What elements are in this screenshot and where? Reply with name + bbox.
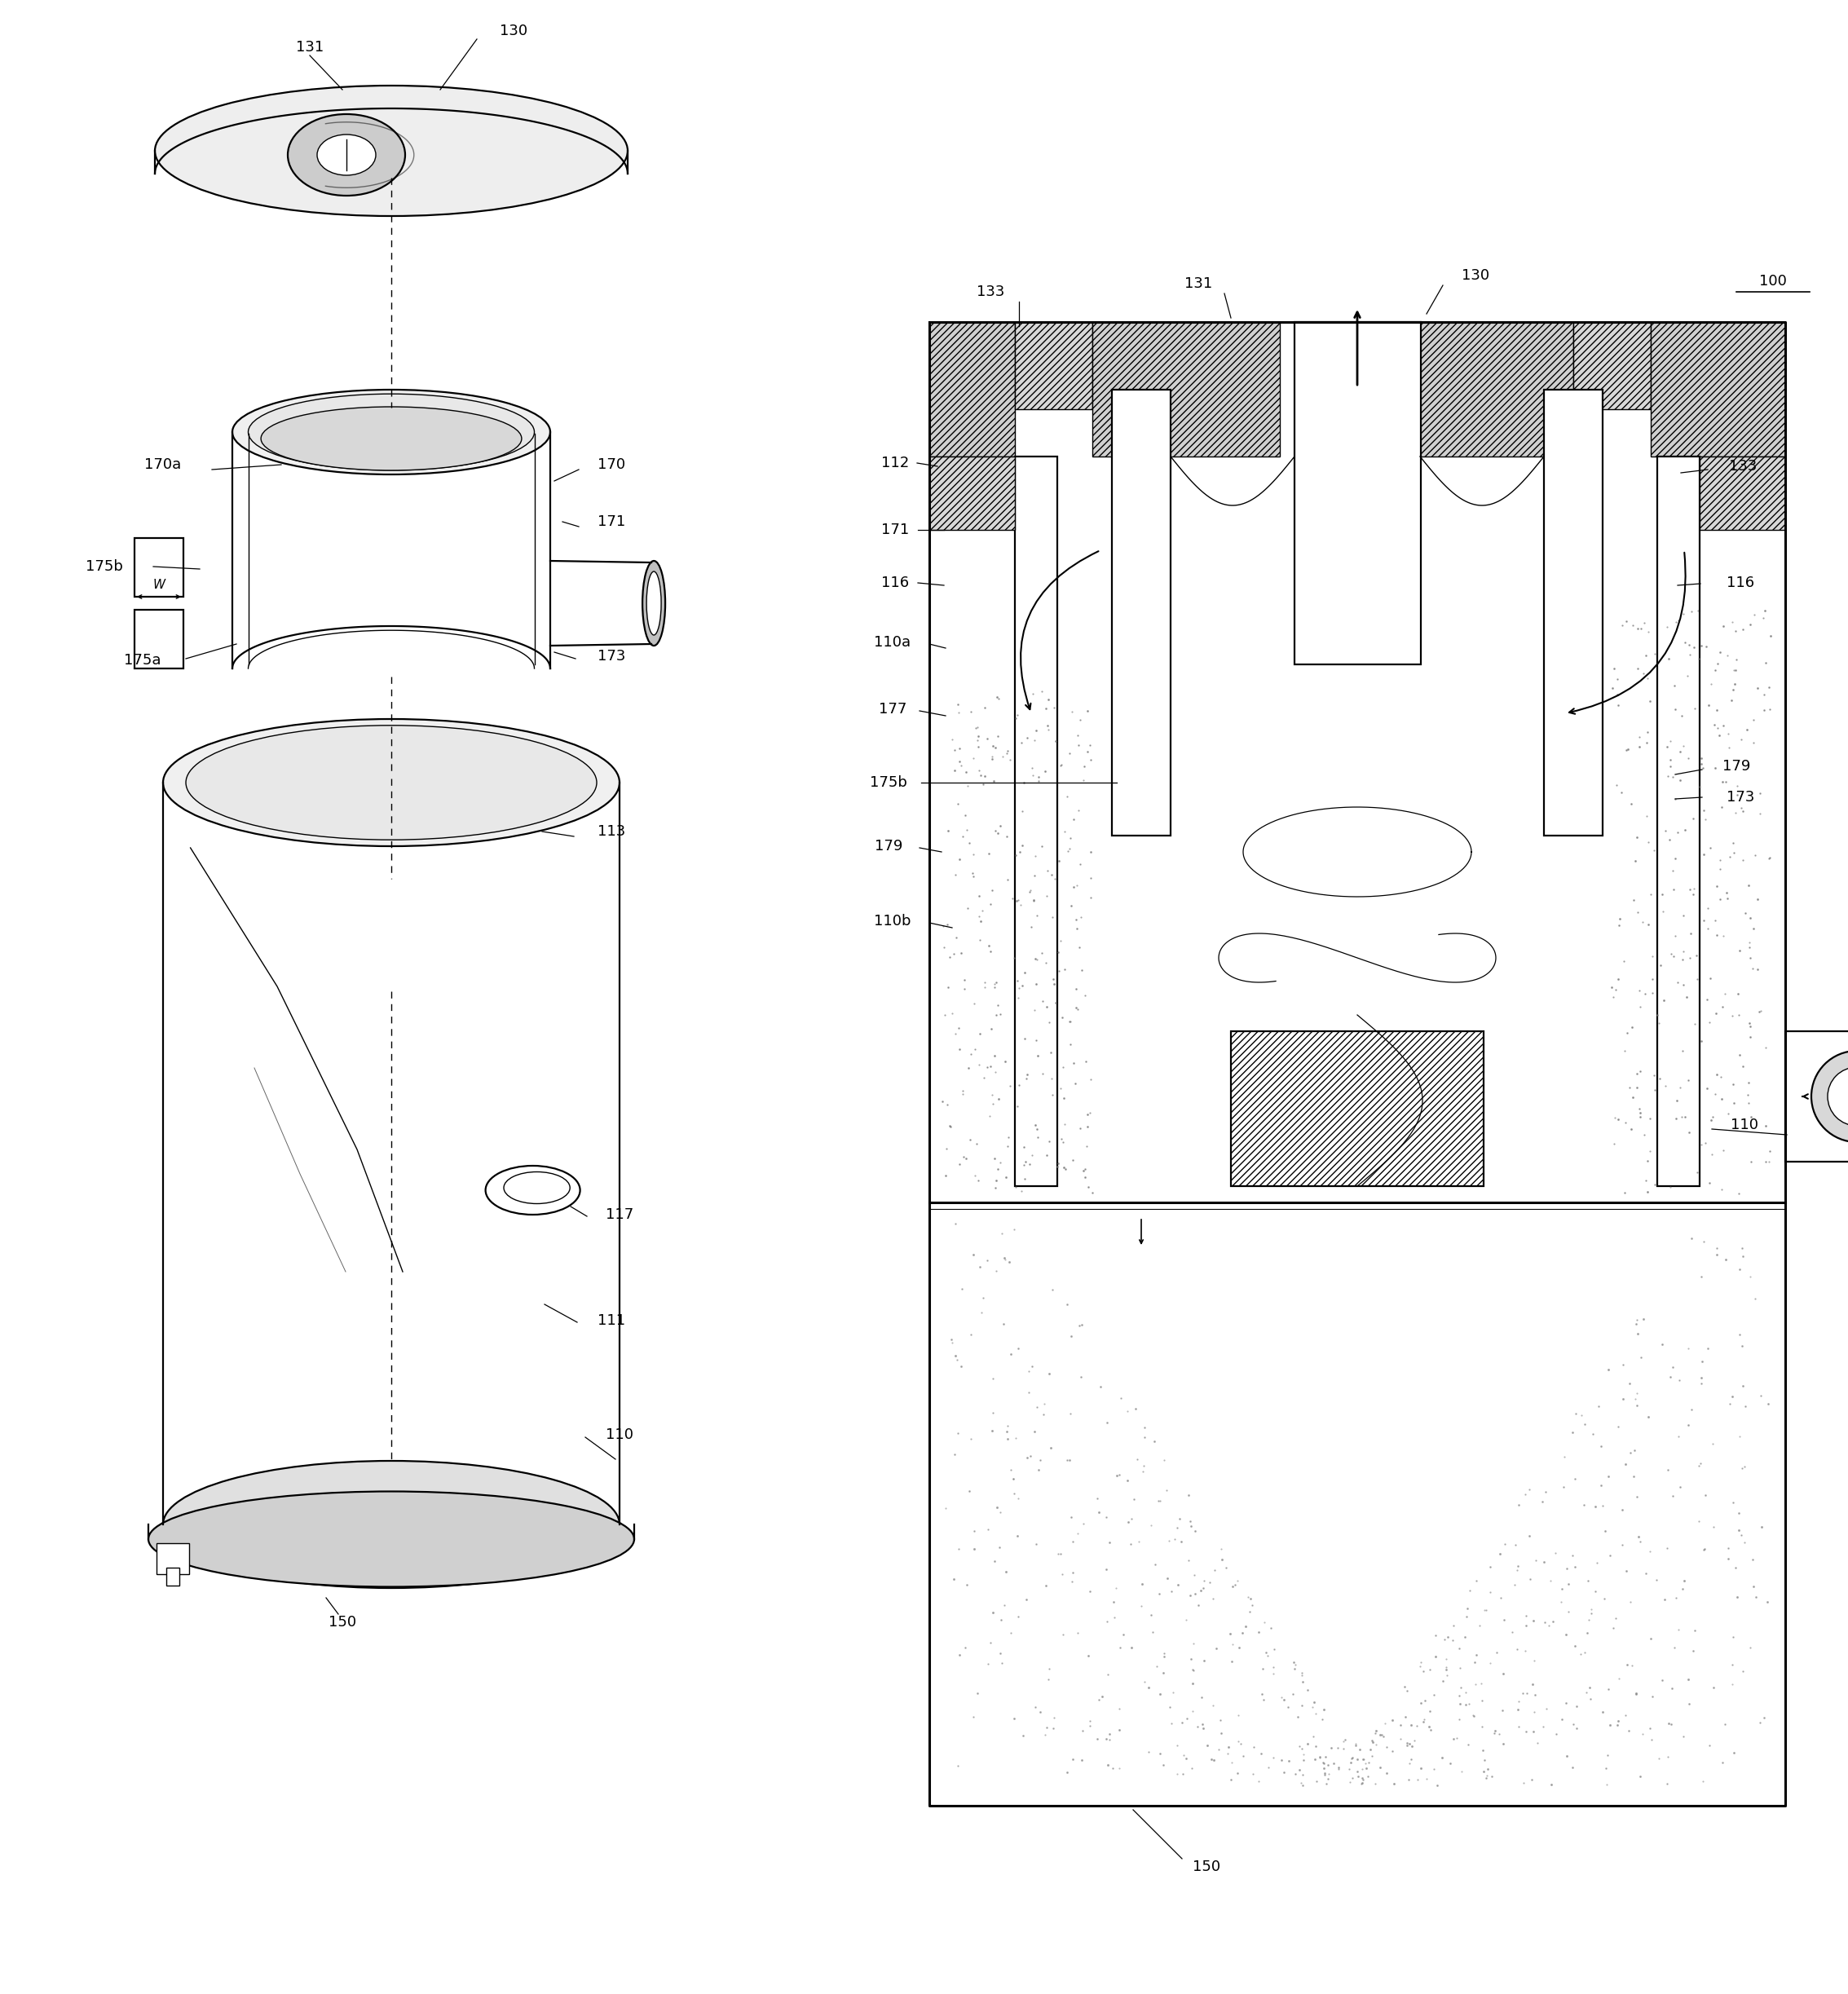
Text: 117: 117 [606,1206,634,1222]
Text: 150: 150 [329,1615,357,1629]
Text: 116: 116 [1726,576,1754,590]
Text: 171: 171 [597,514,625,528]
Bar [1785,1031,1848,1163]
Bar [1112,389,1170,835]
Text: 130: 130 [1462,269,1489,283]
Text: 175a: 175a [124,652,161,668]
Ellipse shape [1828,1067,1848,1127]
Bar [1294,321,1421,664]
Text: 171: 171 [881,522,909,536]
Bar [930,321,1015,457]
Bar [1700,457,1785,530]
Text: W: W [153,578,164,592]
Bar [1015,321,1092,409]
Bar [1231,1031,1484,1186]
Bar [1015,457,1057,1186]
Bar [1386,321,1573,457]
Bar [157,1543,188,1573]
Text: 170: 170 [597,457,625,473]
Text: 170a: 170a [144,457,181,473]
Text: 131: 131 [296,40,323,54]
Ellipse shape [261,407,521,471]
Ellipse shape [233,389,551,475]
Ellipse shape [163,1462,619,1587]
Text: 175b: 175b [85,558,124,574]
Ellipse shape [187,726,597,839]
Text: 175b: 175b [870,776,907,790]
Text: 112: 112 [881,457,909,471]
Bar [135,538,183,596]
Text: 173: 173 [1726,790,1754,806]
Text: 179: 179 [1722,760,1750,774]
Text: 110: 110 [1730,1119,1757,1133]
Text: 179: 179 [874,839,902,853]
Ellipse shape [643,560,665,646]
Bar [166,1567,179,1585]
Ellipse shape [486,1166,580,1214]
Bar [1092,321,1281,457]
Text: 100: 100 [1759,273,1787,289]
Bar [1650,321,1785,457]
Ellipse shape [318,134,375,175]
Text: 111: 111 [597,1314,625,1328]
Text: 133: 133 [976,285,1005,299]
Ellipse shape [163,720,619,845]
Bar [1573,321,1650,409]
Text: 130: 130 [499,24,527,38]
Ellipse shape [148,1492,634,1587]
Bar [1658,457,1700,1186]
Text: 150: 150 [1192,1860,1220,1874]
Bar [930,457,1015,530]
Text: 133: 133 [1730,459,1757,475]
Ellipse shape [1811,1051,1848,1143]
Text: 116: 116 [881,576,909,590]
Bar [1543,389,1602,835]
Text: 110: 110 [606,1428,634,1442]
Text: 131: 131 [1185,277,1212,291]
Ellipse shape [288,114,405,195]
Text: 113: 113 [597,824,625,839]
Text: 177: 177 [878,702,907,716]
Bar [135,610,183,668]
Ellipse shape [647,572,662,634]
Ellipse shape [248,395,534,471]
Ellipse shape [155,86,628,215]
Text: 110b: 110b [874,913,911,929]
Text: 110a: 110a [874,634,911,650]
Ellipse shape [505,1172,569,1204]
Text: 173: 173 [597,648,625,664]
